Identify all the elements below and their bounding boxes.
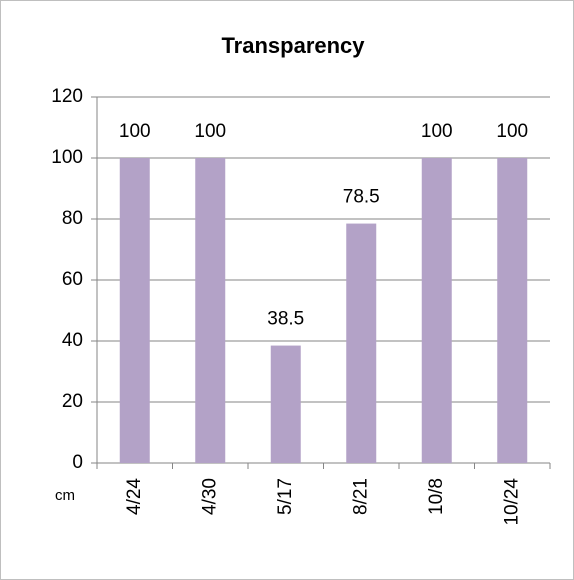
data-label: 100 (194, 121, 226, 142)
y-tick-label: 80 (62, 208, 83, 229)
bar (119, 158, 150, 463)
bar (346, 223, 377, 463)
y-tick-label: 120 (51, 86, 83, 107)
data-label: 100 (119, 121, 151, 142)
y-tick-label: 40 (62, 330, 83, 351)
data-label: 78.5 (343, 187, 380, 208)
chart-title: Transparency (221, 33, 365, 58)
bar (195, 158, 226, 463)
x-tick-label: 4/30 (199, 478, 220, 515)
bar (497, 158, 528, 463)
data-label: 100 (496, 121, 528, 142)
x-tick-label: 10/24 (501, 478, 522, 526)
x-tick-label: 5/17 (275, 478, 296, 515)
y-tick-label: 0 (72, 452, 83, 473)
y-tick-label: 60 (62, 269, 83, 290)
x-tick-label: 8/21 (350, 478, 371, 515)
y-axis-unit: cm (55, 487, 75, 504)
y-tick-label: 20 (62, 391, 83, 412)
data-label: 38.5 (267, 309, 304, 330)
x-tick-label: 4/24 (124, 478, 145, 515)
bar (270, 345, 301, 463)
x-tick-label: 10/8 (426, 478, 447, 515)
bar (421, 158, 452, 463)
y-tick-label: 100 (51, 147, 83, 168)
data-label: 100 (421, 121, 453, 142)
